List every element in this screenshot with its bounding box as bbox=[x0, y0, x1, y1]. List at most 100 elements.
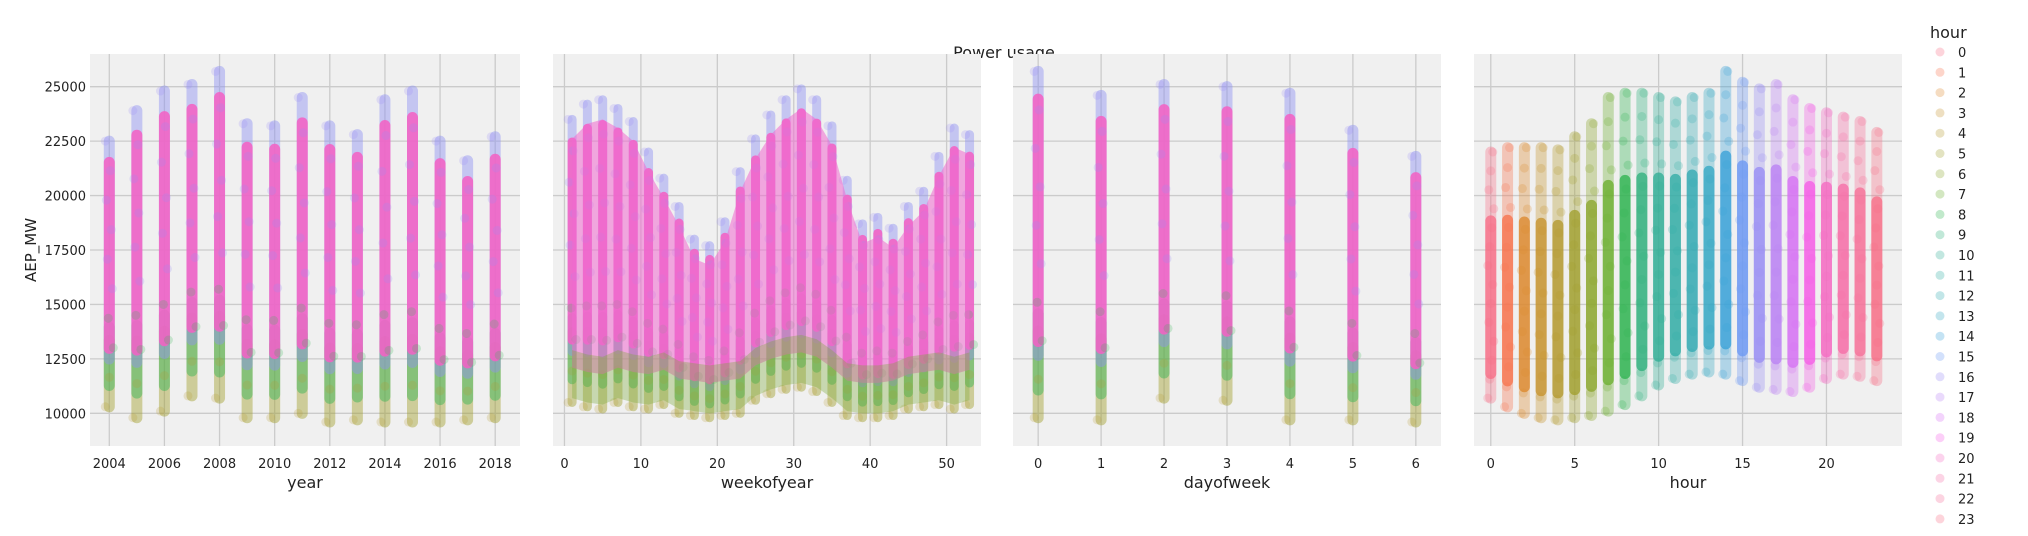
legend-item: 16 bbox=[1935, 371, 1975, 386]
point bbox=[379, 310, 389, 320]
point bbox=[1803, 146, 1813, 156]
point bbox=[1755, 176, 1765, 186]
x-tick-label: 0 bbox=[560, 457, 568, 472]
point bbox=[1667, 225, 1677, 235]
point bbox=[1410, 328, 1420, 338]
point bbox=[1736, 284, 1746, 294]
point bbox=[1870, 166, 1880, 176]
point bbox=[1852, 234, 1862, 244]
point bbox=[1853, 156, 1863, 166]
point bbox=[1160, 114, 1170, 124]
point bbox=[1600, 237, 1610, 247]
legend-marker bbox=[1935, 473, 1945, 483]
point-column bbox=[211, 65, 229, 404]
point bbox=[1686, 348, 1696, 358]
legend-marker bbox=[1935, 108, 1945, 118]
legend-marker bbox=[1935, 352, 1945, 361]
point bbox=[1554, 228, 1564, 238]
legend-item: 21 bbox=[1935, 472, 1975, 487]
point bbox=[274, 348, 284, 358]
point-column bbox=[128, 105, 146, 424]
point bbox=[1414, 299, 1424, 309]
point bbox=[1707, 303, 1717, 313]
point bbox=[644, 375, 654, 385]
point bbox=[930, 400, 940, 410]
point bbox=[808, 387, 818, 397]
point bbox=[1655, 336, 1665, 346]
point bbox=[1741, 146, 1751, 156]
point bbox=[1804, 211, 1814, 221]
legend-label: 8 bbox=[1958, 208, 1966, 223]
point bbox=[1791, 162, 1801, 172]
point bbox=[1601, 310, 1611, 320]
point bbox=[187, 356, 197, 366]
point bbox=[1688, 178, 1698, 188]
point bbox=[1787, 364, 1797, 374]
point bbox=[1738, 261, 1748, 271]
point-column bbox=[1852, 116, 1868, 382]
point bbox=[961, 400, 971, 410]
point bbox=[961, 130, 971, 140]
point bbox=[838, 411, 848, 421]
point-column bbox=[1550, 144, 1566, 426]
x-tick-label: 10 bbox=[1650, 457, 1667, 472]
y-tick-label: 12500 bbox=[45, 353, 86, 368]
point bbox=[106, 225, 116, 235]
point bbox=[1718, 369, 1728, 379]
point bbox=[1634, 391, 1644, 401]
point bbox=[1517, 184, 1527, 194]
y-tick-label: 20000 bbox=[45, 190, 86, 205]
point bbox=[1857, 254, 1867, 264]
point-column bbox=[155, 85, 173, 417]
point bbox=[884, 223, 894, 233]
point bbox=[1537, 226, 1547, 236]
point bbox=[1502, 242, 1512, 252]
point bbox=[270, 380, 280, 390]
panel-weekofyear: 0 10 20 30 40 50 weekofyear bbox=[553, 54, 981, 492]
point bbox=[1739, 330, 1749, 340]
point bbox=[1031, 220, 1041, 230]
point-column bbox=[1768, 78, 1784, 395]
point bbox=[1587, 366, 1597, 376]
point bbox=[1552, 249, 1562, 259]
point bbox=[1600, 406, 1610, 416]
point bbox=[1516, 265, 1526, 275]
point bbox=[183, 79, 193, 89]
point bbox=[1095, 307, 1105, 317]
point bbox=[808, 95, 818, 105]
point bbox=[321, 121, 331, 131]
x-tick-label: 2012 bbox=[313, 457, 346, 472]
point bbox=[155, 86, 165, 96]
point-column bbox=[1344, 124, 1362, 426]
point bbox=[1791, 319, 1801, 329]
legend-marker bbox=[1935, 494, 1945, 504]
point bbox=[1684, 220, 1694, 230]
point bbox=[628, 370, 638, 380]
point bbox=[1344, 415, 1354, 425]
point bbox=[1226, 326, 1236, 336]
point-column bbox=[1869, 126, 1885, 387]
point bbox=[1875, 185, 1885, 195]
legend-label: 12 bbox=[1958, 290, 1975, 305]
point bbox=[1100, 343, 1110, 353]
point bbox=[438, 292, 448, 302]
point bbox=[1588, 119, 1598, 129]
point bbox=[1504, 222, 1514, 232]
point bbox=[382, 202, 392, 212]
x-axis-label: dayofweek bbox=[1184, 473, 1271, 492]
point bbox=[1841, 310, 1851, 320]
point bbox=[352, 383, 362, 393]
point bbox=[1802, 382, 1812, 392]
point bbox=[129, 174, 139, 184]
point bbox=[1639, 251, 1649, 261]
legend-label: 1 bbox=[1958, 66, 1966, 81]
point bbox=[244, 217, 254, 227]
point bbox=[594, 95, 604, 105]
point bbox=[1720, 346, 1730, 356]
point bbox=[1218, 395, 1228, 405]
point bbox=[563, 397, 573, 407]
point bbox=[356, 351, 366, 361]
y-tick-label: 10000 bbox=[45, 407, 86, 422]
point bbox=[1619, 376, 1629, 386]
point-column bbox=[238, 118, 256, 424]
